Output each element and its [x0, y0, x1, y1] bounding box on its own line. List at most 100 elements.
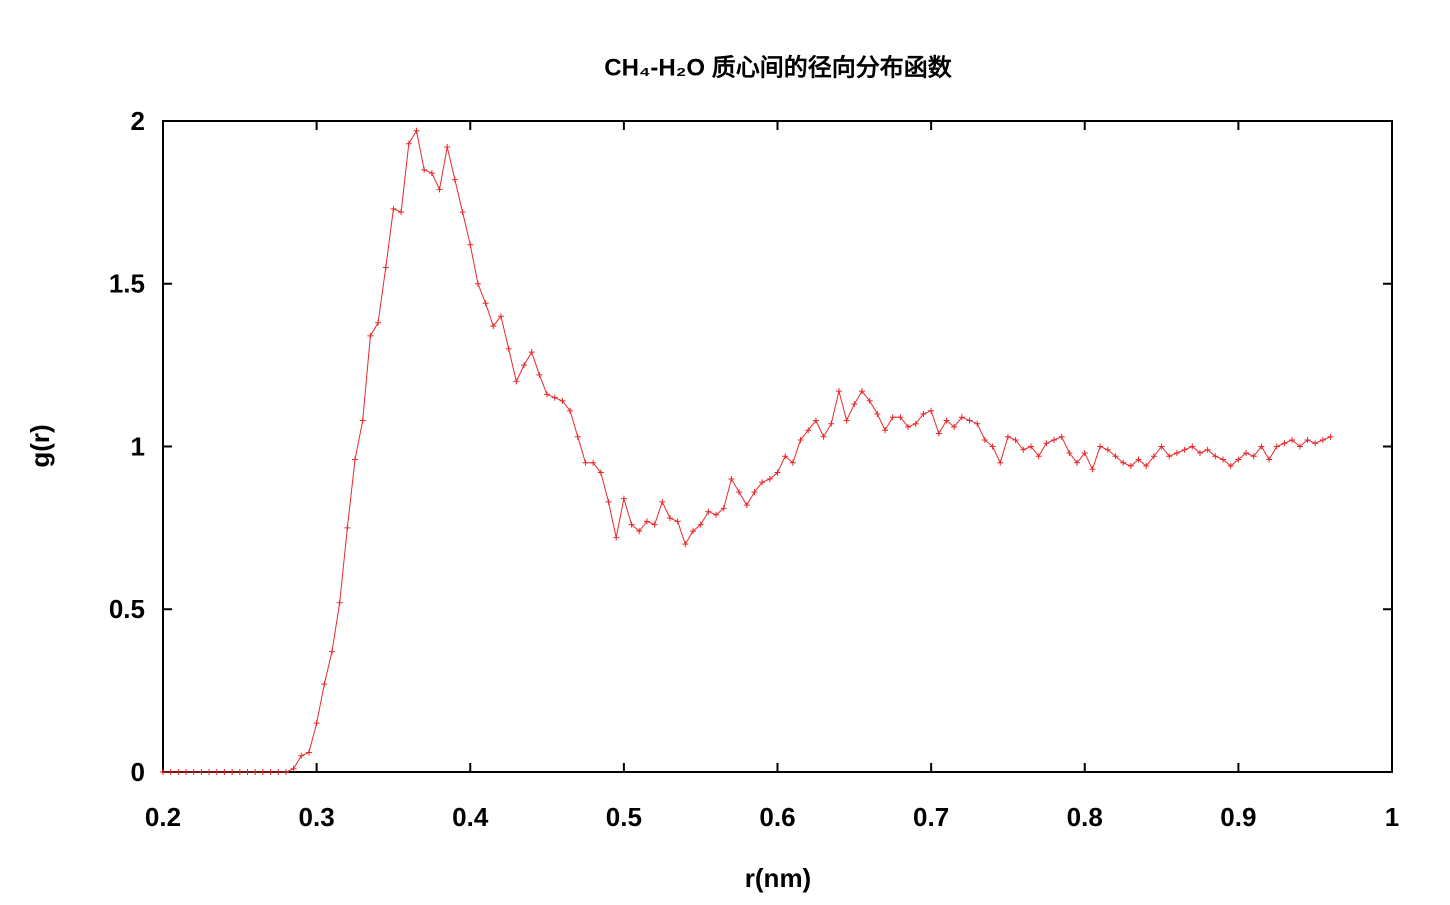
data-marker [751, 489, 758, 496]
data-marker [674, 518, 681, 525]
data-marker [1227, 463, 1234, 470]
data-marker [1135, 456, 1142, 463]
data-marker [690, 528, 697, 535]
data-marker [882, 427, 889, 434]
data-marker [797, 436, 804, 443]
data-marker [1120, 459, 1127, 466]
data-marker [574, 433, 581, 440]
plot-frame [162, 120, 1393, 773]
data-marker [336, 599, 343, 606]
data-marker [490, 323, 497, 330]
data-marker [1250, 453, 1257, 460]
data-marker [1304, 436, 1311, 443]
data-marker [1243, 450, 1250, 457]
data-marker [928, 407, 935, 414]
data-marker [590, 459, 597, 466]
data-marker [1258, 443, 1265, 450]
y-tick-label: 1.5 [109, 269, 145, 299]
data-marker [636, 528, 643, 535]
data-marker [605, 498, 612, 505]
data-marker [382, 264, 389, 271]
data-marker [459, 209, 466, 216]
data-marker [789, 459, 796, 466]
data-marker [513, 378, 520, 385]
data-marker [344, 524, 351, 531]
data-line [163, 129, 1331, 773]
data-marker [620, 495, 627, 502]
data-marker [1004, 433, 1011, 440]
data-marker [597, 469, 604, 476]
data-marker [413, 127, 420, 134]
data-marker [1196, 450, 1203, 457]
data-marker [1012, 436, 1019, 443]
data-marker [1051, 436, 1058, 443]
data-marker [1150, 453, 1157, 460]
data-marker [743, 502, 750, 509]
y-tick-label: 2 [131, 106, 145, 136]
data-marker [367, 332, 374, 339]
data-marker [244, 769, 251, 775]
data-marker [213, 769, 220, 775]
data-marker [167, 769, 174, 775]
data-marker [1158, 443, 1165, 450]
data-marker [958, 414, 965, 421]
data-marker [474, 280, 481, 287]
data-marker [421, 166, 428, 173]
data-marker [221, 769, 228, 775]
x-tick-label: 0.5 [606, 802, 642, 832]
data-marker [728, 476, 735, 483]
data-marker [259, 769, 266, 775]
data-marker [782, 453, 789, 460]
data-marker [812, 417, 819, 424]
data-marker [298, 752, 305, 759]
data-marker [275, 769, 282, 775]
data-marker [405, 140, 412, 147]
data-marker [582, 459, 589, 466]
data-marker [1212, 453, 1219, 460]
data-marker [1166, 453, 1173, 460]
data-marker [697, 521, 704, 528]
data-marker [282, 769, 289, 775]
data-marker [759, 479, 766, 486]
data-marker [659, 498, 666, 505]
data-marker [1296, 443, 1303, 450]
data-marker [1204, 446, 1211, 453]
data-marker [451, 176, 458, 183]
data-marker [1058, 433, 1065, 440]
data-marker [1220, 456, 1227, 463]
data-marker [1081, 450, 1088, 457]
data-marker [313, 720, 320, 727]
data-marker [1074, 459, 1081, 466]
chart-title: CH₄-H₂O 质心间的径向分布函数 [604, 53, 952, 81]
data-marker [183, 769, 190, 775]
data-marker [912, 420, 919, 427]
x-tick-label: 0.8 [1067, 802, 1103, 832]
data-marker [920, 410, 927, 417]
data-marker [935, 430, 942, 437]
data-marker [774, 469, 781, 476]
data-marker [874, 410, 881, 417]
data-marker [398, 209, 405, 216]
data-marker [305, 749, 312, 756]
data-marker [236, 769, 243, 775]
data-marker [1020, 446, 1027, 453]
data-marker [1266, 456, 1273, 463]
data-marker [951, 423, 958, 430]
data-marker [390, 205, 397, 212]
data-marker [1112, 453, 1119, 460]
data-marker [666, 515, 673, 522]
data-marker [1089, 466, 1096, 473]
data-marker [1235, 456, 1242, 463]
data-marker [267, 769, 274, 775]
data-marker [828, 420, 835, 427]
data-marker [643, 518, 650, 525]
data-marker [1143, 463, 1150, 470]
data-marker [160, 769, 166, 775]
data-marker [536, 371, 543, 378]
data-marker [1189, 443, 1196, 450]
data-marker [1181, 446, 1188, 453]
data-marker [613, 534, 620, 541]
data-marker [352, 456, 359, 463]
data-marker [436, 186, 443, 193]
